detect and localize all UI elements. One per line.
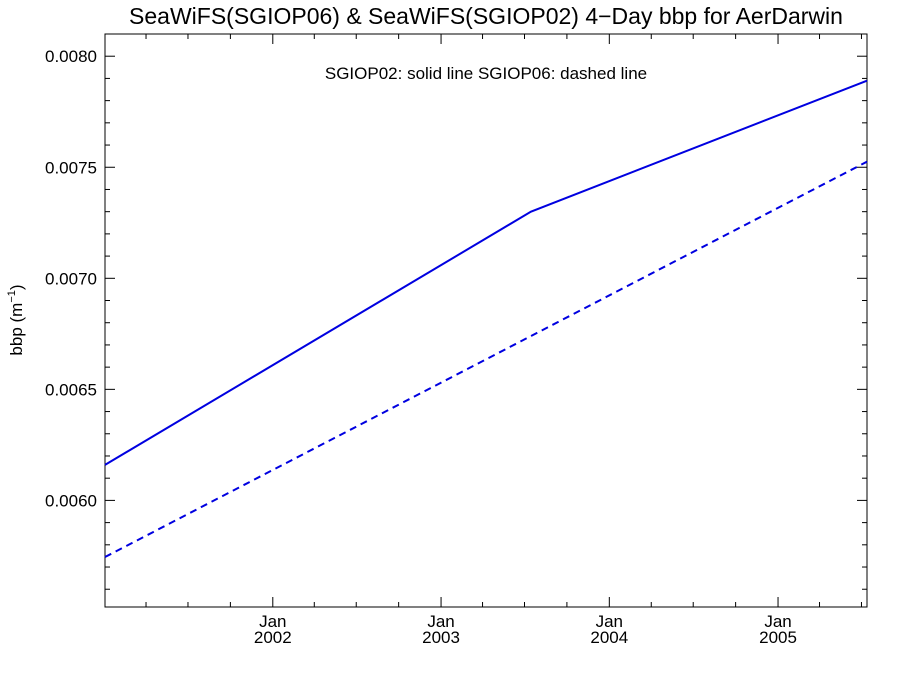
series-line-sgiop02: [104, 79, 868, 466]
y-tick-label: 0.0075: [45, 158, 97, 177]
x-tick-label-month: Jan: [427, 612, 454, 631]
y-tick-label: 0.0070: [45, 269, 97, 288]
x-tick-label-year: 2002: [254, 628, 292, 647]
x-tick-label-year: 2005: [759, 628, 797, 647]
x-tick-label-year: 2003: [422, 628, 460, 647]
x-tick-label-month: Jan: [764, 612, 791, 631]
y-tick-label: 0.0060: [45, 491, 97, 510]
x-tick-label-year: 2004: [590, 628, 628, 647]
y-major-ticks: 0.0060 0.0065 0.0070 0.0075 0.0080: [45, 47, 867, 510]
plot-frame: [104, 33, 868, 608]
chart-title: SeaWiFS(SGIOP06) & SeaWiFS(SGIOP02) 4−Da…: [129, 3, 843, 29]
line-style-note: SGIOP02: solid line SGIOP06: dashed line: [325, 64, 647, 83]
y-axis-label-text: bbp (m: [7, 303, 26, 356]
x-minor-ticks: [145, 34, 862, 607]
y-tick-label: 0.0065: [45, 380, 97, 399]
series-line-sgiop06: [104, 160, 868, 558]
series-layer: [104, 79, 868, 558]
y-axis-label-close: ): [7, 284, 26, 290]
y-axis-label-exponent: −1: [6, 290, 18, 303]
x-tick-label-month: Jan: [596, 612, 623, 631]
y-axis-label: bbp (m−1): [6, 284, 26, 355]
y-tick-label: 0.0080: [45, 47, 97, 66]
y-minor-ticks: [105, 33, 867, 590]
x-tick-label-month: Jan: [259, 612, 286, 631]
